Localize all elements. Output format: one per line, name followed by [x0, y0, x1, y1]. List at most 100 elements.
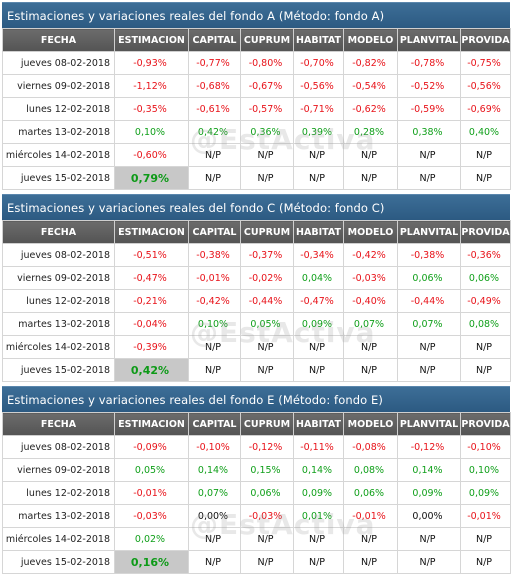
table-row: lunes 12-02-2018 -0,35% -0,61% -0,57% -0,71%…	[2, 97, 511, 121]
fund-value-cell: -0,59%	[397, 97, 461, 121]
estimate-cell: -0,03%	[114, 504, 189, 528]
fund-value-cell: -0,54%	[343, 74, 398, 98]
date-cell: lunes 12-02-2018	[2, 97, 115, 121]
fund-value-cell: -0,71%	[293, 97, 344, 121]
fund-value-cell: 0,01%	[293, 504, 344, 528]
column-header: PLANVITAL	[397, 412, 461, 436]
table-row: martes 13-02-2018 -0,04% 0,10% 0,05% 0,09% 0,…	[2, 312, 511, 336]
fund-value-cell: -0,77%	[188, 51, 241, 75]
fund-value-cell: -0,56%	[293, 74, 344, 98]
fund-value-cell: N/P	[343, 335, 398, 359]
fund-value-cell: 0,06%	[460, 266, 511, 290]
fund-value-cell: 0,15%	[240, 458, 294, 482]
column-header: ESTIMACION	[114, 28, 189, 52]
table-row: miércoles 14-02-2018 -0,39% N/P N/P N/P N/P N/…	[2, 335, 511, 359]
fund-value-cell: -0,44%	[397, 289, 461, 313]
fund-value-cell: -0,10%	[460, 435, 511, 459]
fund-value-cell: N/P	[343, 550, 398, 574]
estimate-cell: 0,42%	[114, 358, 189, 382]
estimate-cell: 0,10%	[114, 120, 189, 144]
fund-value-cell: 0,06%	[240, 481, 294, 505]
fund-value-cell: N/P	[240, 550, 294, 574]
column-header: CUPRUM	[240, 220, 294, 244]
fund-value-cell: N/P	[188, 335, 241, 359]
fund-value-cell: -0,49%	[460, 289, 511, 313]
date-cell: jueves 15-02-2018	[2, 550, 115, 574]
fund-value-cell: -0,57%	[240, 97, 294, 121]
fund-value-cell: -0,03%	[343, 266, 398, 290]
column-header: PROVIDA	[460, 412, 511, 436]
estimate-cell: -0,47%	[114, 266, 189, 290]
table-row: lunes 12-02-2018 -0,21% -0,42% -0,44% -0,47%…	[2, 289, 511, 313]
estimate-cell: 0,16%	[114, 550, 189, 574]
fund-value-cell: -0,67%	[240, 74, 294, 98]
fund-value-cell: 0,36%	[240, 120, 294, 144]
table-row: miércoles 14-02-2018 0,02% N/P N/P N/P N/P N/P…	[2, 527, 511, 551]
fund-value-cell: -0,38%	[397, 243, 461, 267]
fund-value-cell: -0,02%	[240, 266, 294, 290]
fund-value-cell: 0,06%	[397, 266, 461, 290]
fund-value-cell: 0,06%	[343, 481, 398, 505]
fund-value-cell: -0,47%	[293, 289, 344, 313]
fund-value-cell: -0,08%	[343, 435, 398, 459]
fund-value-cell: -0,34%	[293, 243, 344, 267]
fund-value-cell: -0,62%	[343, 97, 398, 121]
estimate-cell: -0,01%	[114, 481, 189, 505]
fund-value-cell: -0,70%	[293, 51, 344, 75]
table-row: jueves 15-02-2018 0,16% N/P N/P N/P N/P N/P N/P	[2, 550, 511, 574]
fund-value-cell: 0,08%	[343, 458, 398, 482]
fund-value-cell: -0,10%	[188, 435, 241, 459]
column-header: ESTIMACION	[114, 220, 189, 244]
fund-value-cell: N/P	[397, 550, 461, 574]
fund-value-cell: N/P	[397, 527, 461, 551]
fund-value-cell: N/P	[460, 358, 511, 382]
fund-value-cell: 0,38%	[397, 120, 461, 144]
estimate-cell: -0,60%	[114, 143, 189, 167]
panel-title: Estimaciones y variaciones reales del fo…	[2, 386, 510, 412]
fund-value-cell: 0,04%	[293, 266, 344, 290]
column-header: ESTIMACION	[114, 412, 189, 436]
panel-fondo-e: Estimaciones y variaciones reales del fo…	[2, 386, 511, 574]
estimate-cell: 0,79%	[114, 166, 189, 190]
fund-value-cell: N/P	[460, 143, 511, 167]
fund-value-cell: -0,11%	[293, 435, 344, 459]
fund-value-cell: 0,39%	[293, 120, 344, 144]
fund-value-cell: -0,01%	[343, 504, 398, 528]
estimate-cell: -0,51%	[114, 243, 189, 267]
panel-fondo-a: Estimaciones y variaciones reales del fo…	[2, 2, 511, 190]
table-row: miércoles 14-02-2018 -0,60% N/P N/P N/P N/P N/…	[2, 143, 511, 167]
header-row: FECHA ESTIMACION CAPITAL CUPRUM HABITAT MODEL…	[2, 412, 511, 436]
fund-value-cell: N/P	[188, 143, 241, 167]
estimate-cell: 0,02%	[114, 527, 189, 551]
fund-value-cell: -0,03%	[240, 504, 294, 528]
estimate-cell: -0,35%	[114, 97, 189, 121]
fund-value-cell: -0,80%	[240, 51, 294, 75]
table-row: jueves 08-02-2018 -0,93% -0,77% -0,80% -0,70…	[2, 51, 511, 75]
fund-value-cell: N/P	[343, 527, 398, 551]
table-row: viernes 09-02-2018 -1,12% -0,68% -0,67% -0,5…	[2, 74, 511, 98]
fund-value-cell: 0,09%	[460, 481, 511, 505]
table-row: jueves 15-02-2018 0,79% N/P N/P N/P N/P N/P N/P	[2, 166, 511, 190]
fund-value-cell: N/P	[240, 358, 294, 382]
fund-value-cell: N/P	[293, 527, 344, 551]
table-row: jueves 15-02-2018 0,42% N/P N/P N/P N/P N/P N/P	[2, 358, 511, 382]
date-cell: lunes 12-02-2018	[2, 481, 115, 505]
fund-value-cell: N/P	[460, 166, 511, 190]
date-cell: viernes 09-02-2018	[2, 458, 115, 482]
fund-value-cell: 0,07%	[188, 481, 241, 505]
table-row: lunes 12-02-2018 -0,01% 0,07% 0,06% 0,09% 0,0…	[2, 481, 511, 505]
fund-value-cell: N/P	[293, 335, 344, 359]
fund-value-cell: N/P	[397, 166, 461, 190]
date-cell: lunes 12-02-2018	[2, 289, 115, 313]
fund-value-cell: -0,01%	[460, 504, 511, 528]
fund-value-cell: 0,10%	[188, 312, 241, 336]
fund-value-cell: 0,08%	[460, 312, 511, 336]
fund-value-cell: N/P	[293, 166, 344, 190]
fund-value-cell: -0,12%	[240, 435, 294, 459]
fund-value-cell: -0,36%	[460, 243, 511, 267]
fund-value-cell: N/P	[460, 550, 511, 574]
date-cell: martes 13-02-2018	[2, 312, 115, 336]
fund-value-cell: 0,42%	[188, 120, 241, 144]
fund-value-cell: 0,09%	[397, 481, 461, 505]
column-header: PLANVITAL	[397, 28, 461, 52]
